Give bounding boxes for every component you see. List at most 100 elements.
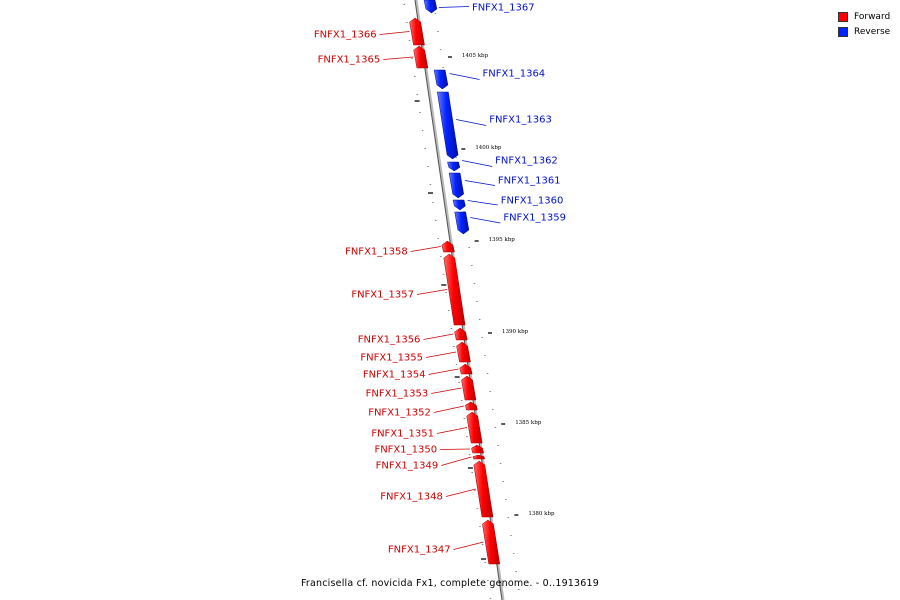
- gene-leader-line: [438, 6, 469, 8]
- tick-label: 1390 kbp: [502, 329, 529, 335]
- minor-tick-right: [497, 445, 499, 446]
- legend-item-reverse[interactable]: Reverse: [838, 24, 890, 39]
- gene-fnfx1-1366: [409, 17, 425, 46]
- gene-fnfx1-1361: [448, 172, 464, 199]
- gene-leader-line: [470, 217, 501, 224]
- gene-leader-line: [440, 448, 471, 450]
- gene-fnfx1-1353: [461, 375, 477, 401]
- gene-label: FNFX1_1356: [358, 335, 421, 346]
- gene-label: FNFX1_1352: [368, 408, 431, 419]
- gene-fnfx1-1348: [473, 460, 494, 518]
- minor-tick-left: [476, 508, 479, 509]
- gene-fnfx1-1362: [447, 161, 461, 172]
- gene-label: FNFX1_1358: [345, 247, 408, 258]
- tick-label: 1385 kbp: [515, 420, 542, 426]
- minor-tick-left: [406, 22, 408, 23]
- minor-tick-right: [478, 319, 481, 320]
- minor-tick-left: [466, 436, 468, 437]
- minor-tick-right: [484, 355, 486, 356]
- gene-fnfx1-1359: [454, 211, 470, 235]
- minor-tick-right: [502, 481, 504, 482]
- minor-tick-right: [515, 571, 517, 572]
- gene-fnfx1-1365: [413, 45, 429, 69]
- tick-label: 1380 kbp: [528, 511, 555, 517]
- minor-tick-right: [510, 535, 512, 536]
- minor-tick-left: [416, 94, 419, 95]
- gene-fnfx1-1367: [423, 0, 438, 14]
- gene-leader-line: [467, 200, 498, 206]
- gene-fnfx1-1352: [465, 401, 478, 411]
- minor-tick-left: [461, 400, 463, 401]
- legend-item-forward[interactable]: Forward: [838, 9, 890, 24]
- gene-leader-line: [436, 427, 468, 434]
- minor-tick-left: [442, 274, 445, 275]
- minor-tick-right: [505, 499, 507, 500]
- minor-tick-right: [471, 265, 473, 266]
- gene-fnfx1-1358: [441, 240, 455, 253]
- minor-tick-right: [463, 211, 465, 212]
- minor-tick-left: [458, 382, 460, 383]
- gene-leader-line: [416, 289, 448, 295]
- gene-fnfx1-1356: [454, 327, 468, 341]
- gene-leader-line: [462, 160, 493, 167]
- minor-tick-left: [471, 472, 473, 473]
- gene-leader-line: [456, 119, 487, 126]
- minor-tick-left: [427, 166, 429, 167]
- gene-label: FNFX1_1367: [472, 3, 535, 14]
- minor-tick-left: [489, 598, 492, 599]
- minor-tick-left: [463, 418, 466, 419]
- gene-leader-line: [449, 73, 480, 80]
- minor-tick-right: [486, 373, 489, 374]
- minor-tick-left: [468, 454, 471, 455]
- gene-label: FNFX1_1353: [366, 389, 429, 400]
- minor-tick-right: [439, 49, 442, 50]
- minor-tick-right: [512, 553, 515, 554]
- gene-label: FNFX1_1355: [360, 353, 423, 364]
- minor-tick-left: [411, 58, 413, 59]
- gene-fnfx1-1351: [466, 411, 483, 444]
- gene-fnfx1-1350: [471, 444, 485, 454]
- gene-label: FNFX1_1366: [314, 30, 377, 41]
- minor-tick-left: [450, 328, 453, 329]
- minor-tick-left: [455, 364, 458, 365]
- gene-label: FNFX1_1359: [503, 213, 566, 224]
- minor-tick-left: [479, 526, 481, 527]
- minor-tick-right: [476, 301, 478, 302]
- gene-leader-line: [433, 405, 464, 413]
- legend-swatch-reverse: [838, 26, 848, 37]
- minor-tick-right: [499, 463, 502, 464]
- gene-label: FNFX1_1354: [363, 370, 426, 381]
- minor-tick-right: [434, 13, 437, 14]
- minor-tick-left: [421, 130, 424, 131]
- minor-tick-right: [494, 427, 497, 428]
- gene-label: FNFX1_1363: [489, 115, 552, 126]
- gene-fnfx1-1347: [482, 519, 501, 565]
- minor-tick-left: [414, 76, 416, 77]
- tick-label: 1400 kbp: [475, 145, 502, 151]
- minor-tick-left: [447, 310, 450, 311]
- minor-tick-left: [445, 292, 447, 293]
- gene-leader-line: [431, 387, 462, 394]
- gene-leader-line: [425, 351, 457, 358]
- gene-leader-line: [428, 368, 459, 375]
- minor-tick-right: [481, 337, 484, 338]
- minor-tick-right: [518, 589, 520, 590]
- gene-fnfx1-1360: [452, 199, 466, 211]
- gene-leader-line: [445, 488, 477, 497]
- minor-tick-left: [440, 256, 442, 257]
- minor-tick-left: [487, 580, 489, 581]
- minor-tick-left: [432, 202, 434, 203]
- minor-tick-right: [507, 517, 510, 518]
- minor-tick-right: [437, 31, 439, 32]
- gene-leader-line: [464, 180, 495, 186]
- gene-leader-line: [379, 31, 410, 35]
- legend-label-reverse: Reverse: [854, 26, 891, 37]
- minor-tick-right: [455, 157, 457, 158]
- minor-tick-left: [424, 148, 426, 149]
- minor-tick-left: [484, 562, 486, 563]
- strand-legend: Forward Reverse: [838, 9, 890, 39]
- gene-label: FNFX1_1360: [501, 196, 564, 207]
- gene-label: FNFX1_1361: [498, 176, 561, 187]
